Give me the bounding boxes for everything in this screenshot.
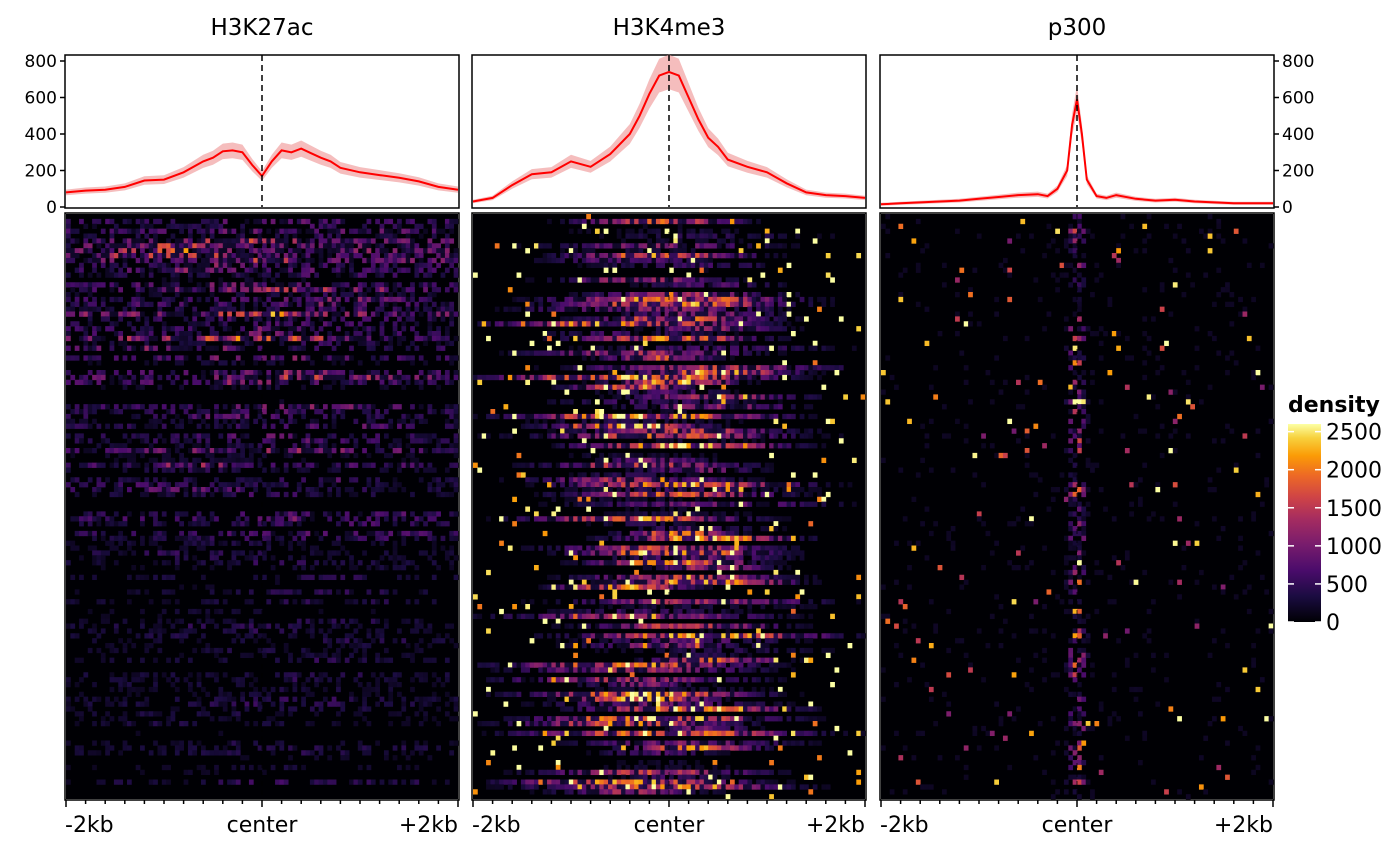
panel-h3k4me3: -2kb center +2kb [471,54,867,838]
y-tick-label: 600 [1282,89,1314,109]
y-tick-label: 0 [1282,198,1293,218]
panel-title-h3k27ac: H3K27ac [210,15,313,41]
panel-h3k27ac: 0 200 400 600 800 -2kb center +2kb [25,52,460,838]
y-tick-label: 800 [1282,52,1314,72]
x-tick-label: +2kb [399,813,458,838]
legend-title: density [1288,393,1380,418]
y-tick-label: 400 [25,125,57,145]
y-tick-label: 600 [25,89,57,109]
legend-tick-label: 2000 [1326,459,1382,484]
legend-tick-label: 1000 [1326,535,1382,560]
x-tick-label: -2kb [65,813,114,838]
legend-tick-label: 500 [1326,573,1368,598]
x-tick-label: center [1042,813,1114,838]
y-tick-label: 200 [1282,162,1314,182]
legend-tick-label: 0 [1326,611,1340,636]
x-tick-label: -2kb [880,813,929,838]
y-tick-label: 800 [25,52,57,72]
profile-line [65,147,459,194]
profile-confidence-band [473,54,865,204]
profile-line [472,70,866,203]
x-tick-label: +2kb [806,813,865,838]
profile-confidence-band [66,140,458,196]
panel-title-p300: p300 [1048,15,1107,41]
x-tick-label: +2kb [1214,813,1273,838]
density-legend: density 0 500 1000 1500 2000 2500 [1288,393,1382,636]
heatmap-cells [66,218,459,785]
y-tick-label: 0 [46,198,57,218]
y-tick-label: 400 [1282,125,1314,145]
heatmap-cells [881,214,1274,800]
x-tick-label: -2kb [472,813,521,838]
heatmap-cells [473,214,866,800]
legend-colorbar [1288,424,1321,622]
panel-title-h3k4me3: H3K4me3 [613,15,726,41]
legend-tick-label: 2500 [1326,421,1382,446]
legend-tick-label: 1500 [1326,497,1382,522]
x-tick-label: center [634,813,706,838]
x-tick-label: center [227,813,299,838]
y-tick-label: 200 [25,162,57,182]
panel-p300: 0 200 400 600 800 -2kb center +2kb [879,52,1314,838]
